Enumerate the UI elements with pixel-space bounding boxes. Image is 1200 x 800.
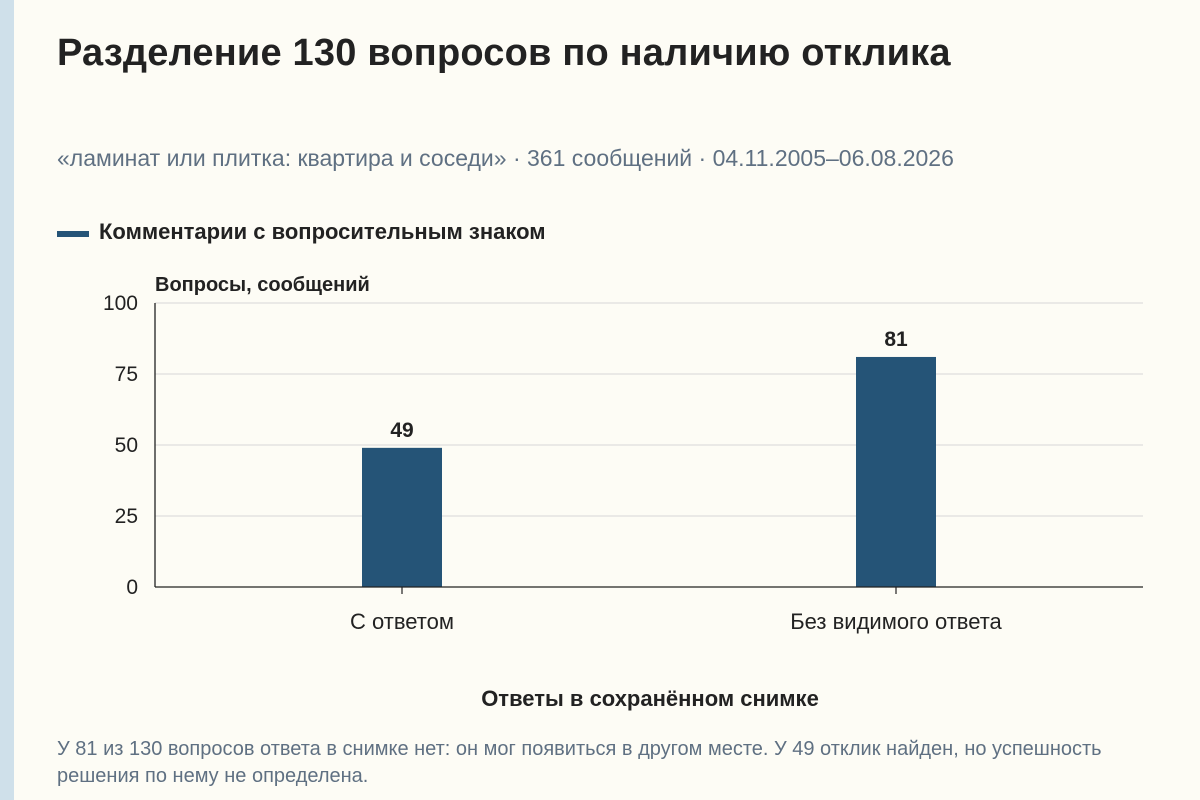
legend: Комментарии с вопросительным знаком bbox=[57, 219, 546, 245]
side-accent-strip bbox=[0, 0, 14, 800]
x-tick-label: С ответом bbox=[350, 609, 454, 634]
x-tick-label: Без видимого ответа bbox=[790, 609, 1002, 634]
bar bbox=[856, 356, 936, 587]
y-tick-labels: 0 25 50 75 100 bbox=[103, 292, 138, 599]
data-label: 49 bbox=[390, 419, 413, 442]
x-axis-label: Ответы в сохранённом снимке bbox=[481, 686, 819, 711]
y-axis-label: Вопросы, сообщений bbox=[155, 274, 370, 296]
x-tick-labels: С ответом Без видимого ответа bbox=[350, 609, 1003, 634]
data-label: 81 bbox=[884, 328, 908, 351]
footnote: У 81 из 130 вопросов ответа в снимке нет… bbox=[57, 738, 1102, 787]
y-tick-label: 50 bbox=[115, 434, 138, 457]
bar bbox=[362, 447, 442, 587]
bars bbox=[362, 356, 936, 587]
data-labels: 49 81 bbox=[390, 328, 908, 442]
grid-lines bbox=[155, 302, 1143, 517]
chart-title: Разделение 130 вопросов по наличию откли… bbox=[57, 32, 951, 74]
legend-label: Комментарии с вопросительным знаком bbox=[99, 219, 546, 244]
y-tick-label: 100 bbox=[103, 292, 138, 315]
y-tick-label: 75 bbox=[115, 363, 138, 386]
axes bbox=[154, 303, 1143, 594]
chart-subtitle: «ламинат или плитка: квартира и соседи» … bbox=[57, 145, 954, 171]
legend-swatch bbox=[57, 231, 89, 237]
y-tick-label: 25 bbox=[115, 505, 138, 528]
y-tick-label: 0 bbox=[126, 576, 138, 599]
